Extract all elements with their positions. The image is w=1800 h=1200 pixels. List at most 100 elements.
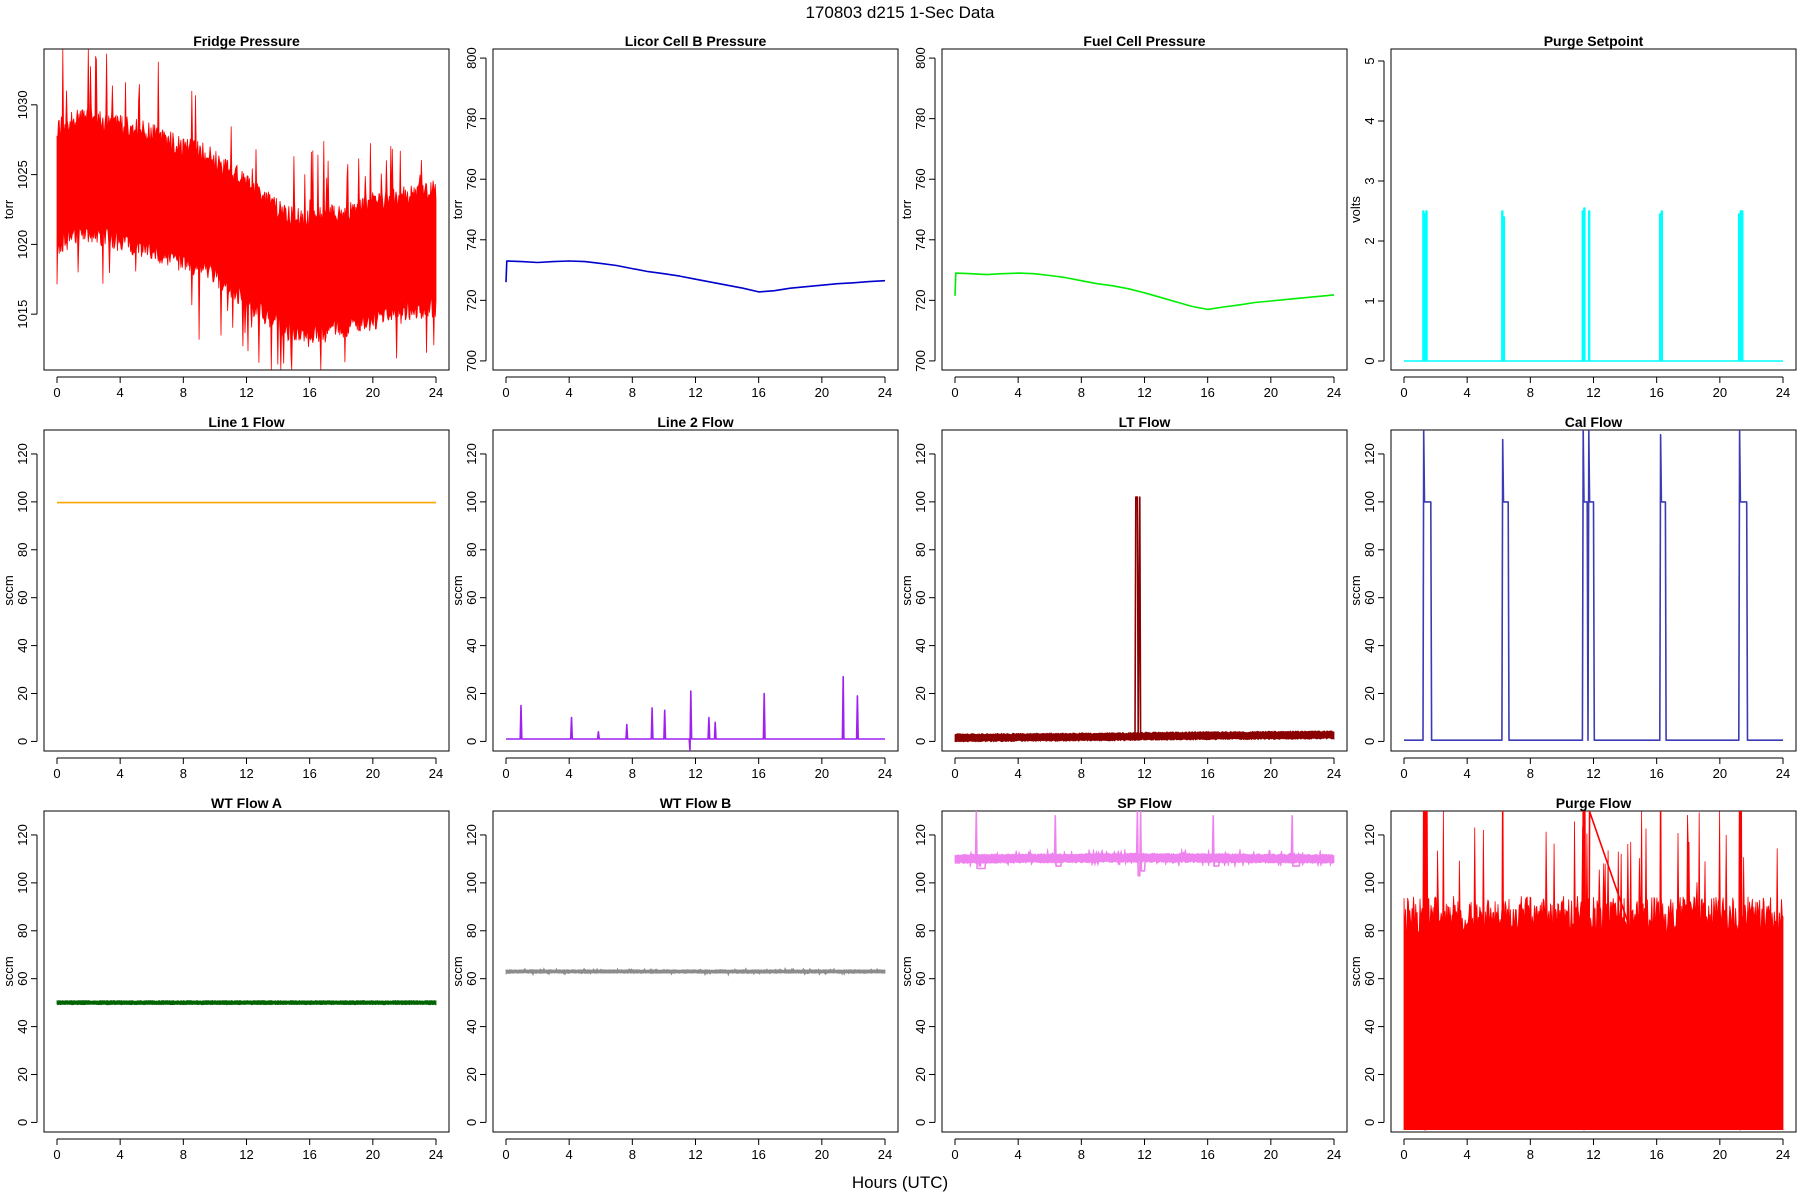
x-tick-label: 8: [629, 385, 636, 400]
y-tick-label: 1020: [15, 230, 30, 259]
x-tick-label: 4: [117, 766, 124, 781]
x-tick-label: 12: [688, 385, 702, 400]
y-tick-label: 800: [464, 47, 479, 69]
x-tick-label: 4: [1464, 766, 1471, 781]
x-tick-label: 0: [53, 385, 60, 400]
panel-title: WT Flow B: [660, 795, 732, 811]
y-tick-label: 760: [913, 168, 928, 190]
y-tick-label: 20: [464, 1067, 479, 1081]
y-tick-label: 0: [913, 1119, 928, 1126]
panel-title: Cal Flow: [1565, 414, 1623, 430]
x-tick-label: 8: [1078, 385, 1085, 400]
x-tick-label: 0: [951, 766, 958, 781]
y-tick-label: 0: [913, 738, 928, 745]
y-tick-label: 0: [1362, 357, 1377, 364]
y-axis-label: volts: [1348, 196, 1363, 223]
data-area: [954, 496, 1335, 743]
plot-frame: [941, 429, 1348, 752]
y-tick-label: 60: [1362, 590, 1377, 604]
y-tick-label: 40: [15, 638, 30, 652]
y-tick-label: 120: [464, 443, 479, 465]
x-tick-label: 12: [1137, 385, 1151, 400]
y-tick-label: 100: [913, 491, 928, 513]
x-tick-label: 24: [429, 385, 443, 400]
x-tick-label: 16: [1649, 766, 1663, 781]
series-line: [1404, 207, 1783, 362]
x-tick-label: 24: [878, 766, 892, 781]
chart-panel: SP Flow sccm 0 4 8 12 16 20 24 0 20 40 60 80 100 120: [899, 795, 1348, 1162]
chart-panel: Purge Flow sccm 0 4 8 12 16 20 24 0 20 40 60 80 100 120: [1348, 795, 1797, 1162]
y-axis-label: sccm: [1348, 956, 1363, 986]
y-tick-label: 40: [15, 1019, 30, 1033]
y-tick-label: 60: [15, 590, 30, 604]
noise-band: [56, 49, 437, 370]
x-tick-label: 20: [366, 766, 380, 781]
y-tick-label: 20: [1362, 1067, 1377, 1081]
x-tick-label: 24: [1327, 1147, 1341, 1162]
x-tick-label: 20: [1264, 766, 1278, 781]
panel-title: Purge Flow: [1556, 795, 1632, 811]
y-tick-label: 120: [464, 824, 479, 846]
x-tick-label: 4: [1015, 385, 1022, 400]
y-tick-label: 120: [1362, 824, 1377, 846]
series-line: [1404, 430, 1783, 742]
y-tick-label: 60: [464, 971, 479, 985]
y-tick-label: 20: [15, 1067, 30, 1081]
y-tick-label: 1025: [15, 160, 30, 189]
y-tick-label: 80: [15, 924, 30, 938]
series-line: [1404, 811, 1783, 1131]
x-tick-label: 24: [878, 385, 892, 400]
panel-title: Line 1 Flow: [208, 414, 284, 430]
y-tick-label: 0: [15, 738, 30, 745]
panel-title: Fuel Cell Pressure: [1083, 33, 1205, 49]
plot-frame: [492, 48, 899, 371]
x-tick-label: 24: [1776, 766, 1790, 781]
y-tick-label: 100: [15, 491, 30, 513]
y-tick-label: 120: [15, 824, 30, 846]
x-tick-label: 12: [1586, 1147, 1600, 1162]
x-tick-label: 8: [180, 766, 187, 781]
series-line: [505, 260, 886, 293]
plot-frame: [941, 810, 1348, 1133]
chart-panel: LT Flow sccm 0 4 8 12 16 20 24 0 20 40 60 80 100 120: [899, 414, 1348, 781]
y-tick-label: 60: [913, 590, 928, 604]
y-axis-label: torr: [899, 199, 914, 219]
x-tick-label: 16: [751, 766, 765, 781]
figure-title: 170803 d215 1-Sec Data: [805, 3, 995, 22]
plot-frame: [492, 429, 899, 752]
x-tick-label: 20: [1713, 1147, 1727, 1162]
y-tick-label: 0: [464, 738, 479, 745]
x-tick-label: 0: [951, 385, 958, 400]
x-tick-label: 8: [629, 1147, 636, 1162]
x-tick-label: 16: [751, 385, 765, 400]
x-tick-label: 8: [1078, 1147, 1085, 1162]
y-tick-label: 100: [464, 872, 479, 894]
chart-panel: Line 2 Flow sccm 0 4 8 12 16 20 24 0 20 40 60 80 100 12…: [450, 414, 899, 781]
x-tick-label: 0: [53, 766, 60, 781]
x-tick-label: 24: [1776, 1147, 1790, 1162]
x-axis-label: Hours (UTC): [852, 1173, 948, 1192]
y-tick-label: 40: [464, 1019, 479, 1033]
chart-panel: Licor Cell B Pressure torr 0 4 8 12 16 20 24 700 7…: [450, 33, 899, 400]
y-tick-label: 80: [464, 543, 479, 557]
panel-title: Fridge Pressure: [193, 33, 300, 49]
y-tick-label: 1030: [15, 90, 30, 119]
y-tick-label: 100: [464, 491, 479, 513]
x-tick-label: 16: [1200, 766, 1214, 781]
x-tick-label: 16: [1649, 385, 1663, 400]
y-axis-label: sccm: [450, 575, 465, 605]
chart-panel: Fridge Pressure torr 0 4 8 12 16 20 24 1015 1020 10…: [1, 33, 450, 400]
x-tick-label: 16: [302, 766, 316, 781]
x-tick-label: 20: [366, 385, 380, 400]
y-tick-label: 60: [464, 590, 479, 604]
y-tick-label: 0: [464, 1119, 479, 1126]
series-line: [954, 496, 1335, 739]
data-area: [1404, 207, 1783, 362]
plot-frame: [1390, 429, 1797, 752]
x-tick-label: 8: [180, 385, 187, 400]
y-tick-label: 1015: [15, 300, 30, 329]
y-tick-label: 2: [1362, 237, 1377, 244]
y-tick-label: 740: [913, 229, 928, 251]
y-tick-label: 20: [913, 1067, 928, 1081]
